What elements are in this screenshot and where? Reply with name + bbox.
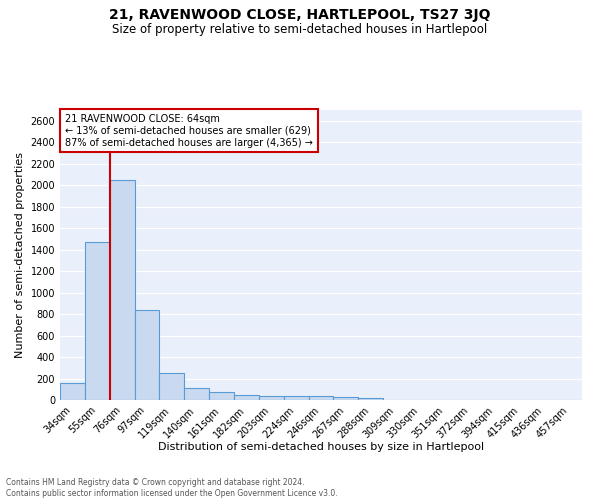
Bar: [160, 373, 184, 400]
Bar: [334, 398, 358, 400]
Bar: [85, 242, 110, 400]
Bar: [234, 395, 259, 400]
Bar: [209, 392, 234, 400]
Bar: [134, 310, 160, 400]
Y-axis label: Number of semi-detached properties: Number of semi-detached properties: [15, 152, 25, 358]
Bar: [110, 180, 134, 400]
Bar: [358, 398, 383, 400]
Text: 21, RAVENWOOD CLOSE, HARTLEPOOL, TS27 3JQ: 21, RAVENWOOD CLOSE, HARTLEPOOL, TS27 3J…: [109, 8, 491, 22]
Bar: [259, 396, 284, 400]
Bar: [184, 388, 209, 400]
Bar: [60, 384, 85, 400]
Text: 21 RAVENWOOD CLOSE: 64sqm
← 13% of semi-detached houses are smaller (629)
87% of: 21 RAVENWOOD CLOSE: 64sqm ← 13% of semi-…: [65, 114, 313, 148]
Text: Contains HM Land Registry data © Crown copyright and database right 2024.
Contai: Contains HM Land Registry data © Crown c…: [6, 478, 338, 498]
Bar: [308, 396, 334, 400]
Bar: [284, 396, 308, 400]
Text: Distribution of semi-detached houses by size in Hartlepool: Distribution of semi-detached houses by …: [158, 442, 484, 452]
Text: Size of property relative to semi-detached houses in Hartlepool: Size of property relative to semi-detach…: [112, 22, 488, 36]
